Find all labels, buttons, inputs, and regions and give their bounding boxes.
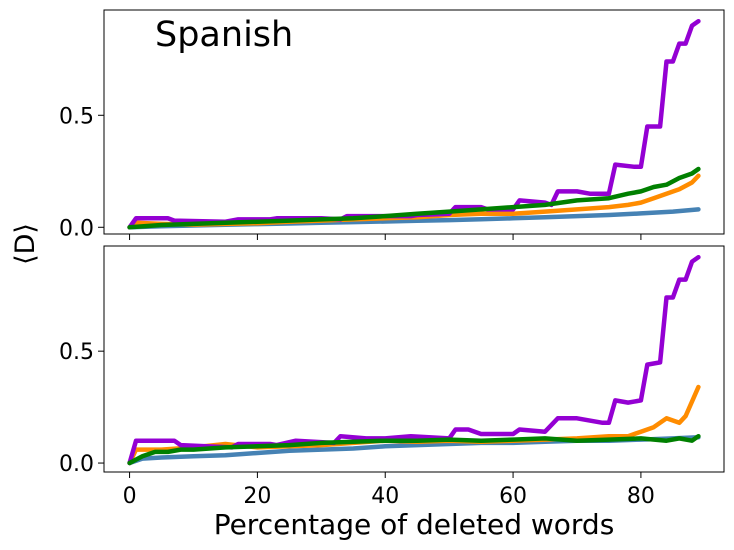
top-panel: 0.0 0.5: [59, 9, 725, 241]
axes-frame: [103, 9, 725, 235]
axes-frame: [103, 245, 725, 473]
x-tick-label: 20: [243, 484, 271, 509]
x-tick-label: 80: [627, 484, 655, 509]
y-tick-label: 0.0: [59, 216, 94, 241]
y-tick-label: 0.5: [59, 340, 94, 365]
y-tick-label: 0.0: [59, 452, 94, 477]
panel-label-spanish: Spanish: [155, 15, 293, 55]
x-tick-label: 40: [371, 484, 399, 509]
series-line-3: [127, 433, 701, 466]
x-tick-label: 60: [499, 484, 527, 509]
bottom-panel: 0 20 40 60 80 0.0 0.5: [59, 245, 725, 509]
x-tick-label: 0: [123, 484, 137, 509]
series-line-3: [127, 166, 701, 230]
x-axis-label: Percentage of deleted words: [214, 508, 615, 541]
y-axis-label: ⟨D⟩: [10, 223, 41, 265]
y-tick-label: 0.5: [59, 104, 94, 129]
